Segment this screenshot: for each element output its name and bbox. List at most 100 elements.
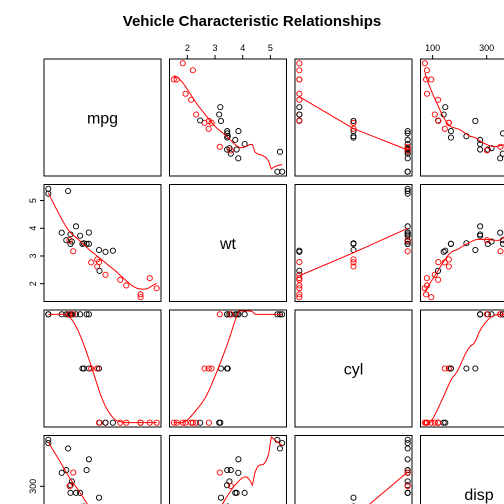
panel-frame <box>43 184 162 302</box>
data-point <box>85 456 92 463</box>
panel-mpg-vs-wt <box>169 58 287 177</box>
data-point <box>182 90 189 97</box>
data-point <box>483 147 491 154</box>
data-point <box>85 311 92 318</box>
data-point <box>88 259 95 266</box>
data-point <box>102 419 109 426</box>
data-point <box>484 146 491 153</box>
data-point <box>435 419 442 426</box>
data-point <box>279 168 286 175</box>
panel-frame <box>169 309 287 428</box>
data-point <box>404 187 411 195</box>
data-point <box>350 117 357 125</box>
data-point <box>442 104 449 111</box>
data-point <box>499 130 504 137</box>
data-point <box>435 259 442 266</box>
data-point <box>85 240 92 247</box>
data-point <box>201 365 208 372</box>
data-point <box>428 76 435 83</box>
data-point <box>404 240 411 247</box>
data-point <box>224 482 231 489</box>
panel-mpg-vs-disp <box>420 58 504 177</box>
data-point <box>404 155 411 162</box>
data-point <box>296 60 303 67</box>
y-tick-label: 3 <box>28 253 38 258</box>
data-point <box>404 223 411 230</box>
data-point <box>296 117 303 125</box>
data-point <box>445 256 452 263</box>
smoother-line <box>424 313 504 426</box>
data-point <box>224 134 231 141</box>
y-tick-label: 2 <box>28 281 38 286</box>
data-point <box>404 440 411 447</box>
data-point <box>350 256 357 263</box>
panel-frame <box>43 435 162 504</box>
data-point <box>216 311 223 318</box>
data-point <box>440 248 447 255</box>
data-point <box>224 130 231 137</box>
data-point <box>235 128 242 135</box>
data-point <box>404 128 411 135</box>
data-point <box>447 134 454 141</box>
data-point <box>67 240 74 247</box>
data-point <box>404 185 411 192</box>
data-point <box>421 419 428 426</box>
data-point <box>431 111 438 118</box>
data-point <box>70 469 77 476</box>
data-point <box>431 271 438 278</box>
data-point <box>463 365 470 372</box>
data-point <box>497 229 504 236</box>
x-tick-label: 100 <box>425 43 440 53</box>
data-point <box>235 469 242 476</box>
panel-mpg-vs-mpg: mpg <box>43 58 162 177</box>
data-point <box>224 311 231 318</box>
smoother-line <box>299 96 408 151</box>
panel-frame <box>420 184 504 302</box>
data-point <box>435 267 442 274</box>
data-point <box>227 311 234 318</box>
data-point <box>431 419 438 426</box>
data-point <box>193 111 200 118</box>
data-point <box>296 111 303 118</box>
data-point <box>472 246 479 254</box>
variable-label-disp: disp <box>464 487 493 504</box>
panel-frame <box>43 309 162 428</box>
smoother-line <box>424 72 504 148</box>
y-tick-label: 5 <box>28 198 38 203</box>
data-point <box>484 240 491 247</box>
data-point <box>67 489 74 496</box>
data-point <box>189 67 196 74</box>
panel-frame <box>169 435 287 504</box>
data-point <box>77 489 84 496</box>
data-point <box>153 285 160 292</box>
data-point <box>404 237 411 244</box>
data-point <box>79 240 86 247</box>
smoother-line <box>369 471 408 504</box>
data-point <box>65 445 72 452</box>
data-point <box>350 119 357 126</box>
data-point <box>477 311 484 318</box>
panel-frame <box>420 435 504 504</box>
data-point <box>296 104 303 111</box>
data-point <box>205 117 212 125</box>
data-point <box>170 76 177 83</box>
panel-disp-vs-cyl <box>294 435 413 504</box>
data-point <box>217 104 224 111</box>
data-point <box>447 128 454 135</box>
panel-cyl-vs-disp <box>420 309 504 428</box>
panel-mpg-vs-cyl <box>294 58 413 177</box>
data-point <box>423 275 430 282</box>
data-point <box>70 248 77 255</box>
data-point <box>404 248 411 255</box>
data-point <box>94 365 101 372</box>
data-point <box>441 125 448 132</box>
panel-frame <box>294 58 413 177</box>
data-point <box>227 467 234 474</box>
data-point <box>296 282 303 289</box>
data-point <box>421 60 428 67</box>
x-tick-label: 5 <box>268 43 273 53</box>
data-point <box>224 365 231 372</box>
smoother-line <box>424 236 504 292</box>
axis-cyl: 4567845678 <box>297 312 504 504</box>
data-point <box>350 259 357 266</box>
